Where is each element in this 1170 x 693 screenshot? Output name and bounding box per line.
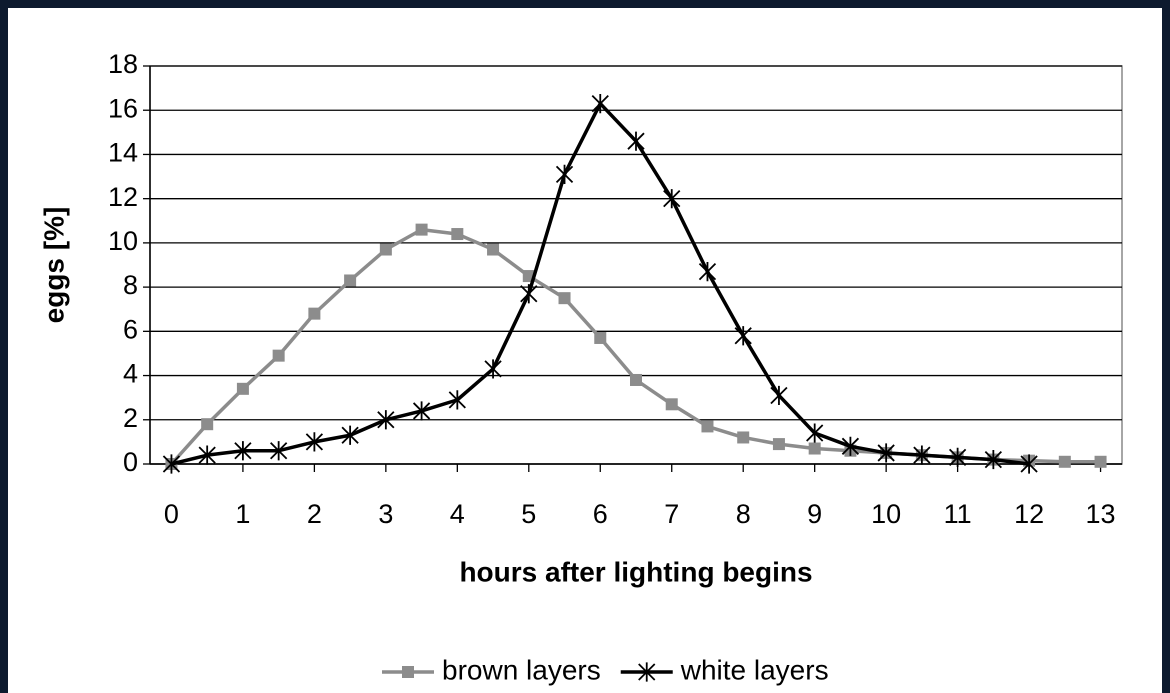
marker (630, 373, 642, 386)
marker (555, 164, 574, 184)
x-tick-label: 10 (871, 499, 901, 529)
marker (638, 662, 656, 682)
series (162, 93, 1038, 474)
marker (308, 307, 321, 320)
marker (984, 449, 1002, 470)
marker (270, 441, 288, 461)
x-tick-label: 6 (593, 499, 608, 529)
y-tick-label: 12 (108, 182, 138, 212)
x-tick-label: 2 (307, 499, 322, 529)
marker (415, 223, 428, 236)
marker (198, 445, 216, 465)
marker (234, 441, 252, 461)
marker (770, 385, 788, 406)
x-tick-label: 4 (450, 499, 465, 529)
marker (948, 447, 967, 467)
y-tick-label: 2 (123, 403, 138, 433)
marker (591, 93, 609, 114)
marker (627, 131, 645, 151)
y-tick-label: 4 (123, 359, 138, 389)
marker (1058, 455, 1071, 468)
marker (344, 274, 357, 287)
x-tick-label: 3 (378, 499, 393, 529)
x-tick-label: 9 (807, 499, 822, 529)
marker (808, 442, 821, 455)
marker (377, 410, 395, 430)
x-tick-label: 12 (1014, 499, 1044, 529)
marker (737, 431, 750, 444)
marker (272, 349, 285, 362)
marker (913, 445, 931, 465)
y-tick-label: 14 (108, 138, 138, 168)
y-tick-label: 8 (123, 270, 138, 300)
marker (806, 423, 824, 443)
marker (402, 666, 414, 678)
y-tick-label: 18 (108, 49, 138, 79)
marker (236, 382, 249, 395)
legend: brown layers white layers (382, 654, 829, 685)
marker (448, 390, 466, 410)
marker (412, 401, 431, 421)
marker (734, 326, 752, 346)
marker (558, 292, 571, 305)
marker (841, 436, 860, 456)
marker (484, 359, 502, 379)
x-tick-label: 1 (235, 499, 250, 529)
x-tick-label: 5 (521, 499, 536, 529)
legend-label: brown layers (442, 654, 601, 685)
marker (1020, 454, 1038, 474)
marker (162, 454, 181, 474)
y-tick-label: 10 (108, 226, 138, 256)
marker (594, 331, 607, 344)
marker (772, 438, 785, 451)
y-axis-title: eggs [%] (38, 207, 69, 324)
plot-area (149, 65, 1123, 465)
marker (201, 418, 214, 431)
marker (379, 243, 392, 256)
marker (877, 443, 895, 463)
marker (487, 243, 500, 256)
marker (1094, 455, 1107, 468)
marker (305, 432, 324, 452)
y-tick-label: 0 (123, 447, 138, 477)
x-tick-label: 8 (736, 499, 751, 529)
x-axis-title: hours after lighting begins (459, 556, 812, 587)
marker (341, 425, 359, 445)
x-tick-label: 0 (164, 499, 179, 529)
x-tick-label: 11 (944, 499, 972, 529)
x-tick-label: 7 (664, 499, 679, 529)
marker (663, 189, 681, 209)
y-tick-label: 16 (108, 93, 138, 123)
legend-label: white layers (680, 654, 829, 685)
marker (665, 398, 678, 411)
marker (698, 262, 717, 282)
y-tick-label: 6 (123, 314, 138, 344)
marker (520, 284, 538, 304)
marker (701, 420, 714, 433)
x-tick-label: 13 (1086, 499, 1116, 529)
marker (451, 228, 464, 241)
